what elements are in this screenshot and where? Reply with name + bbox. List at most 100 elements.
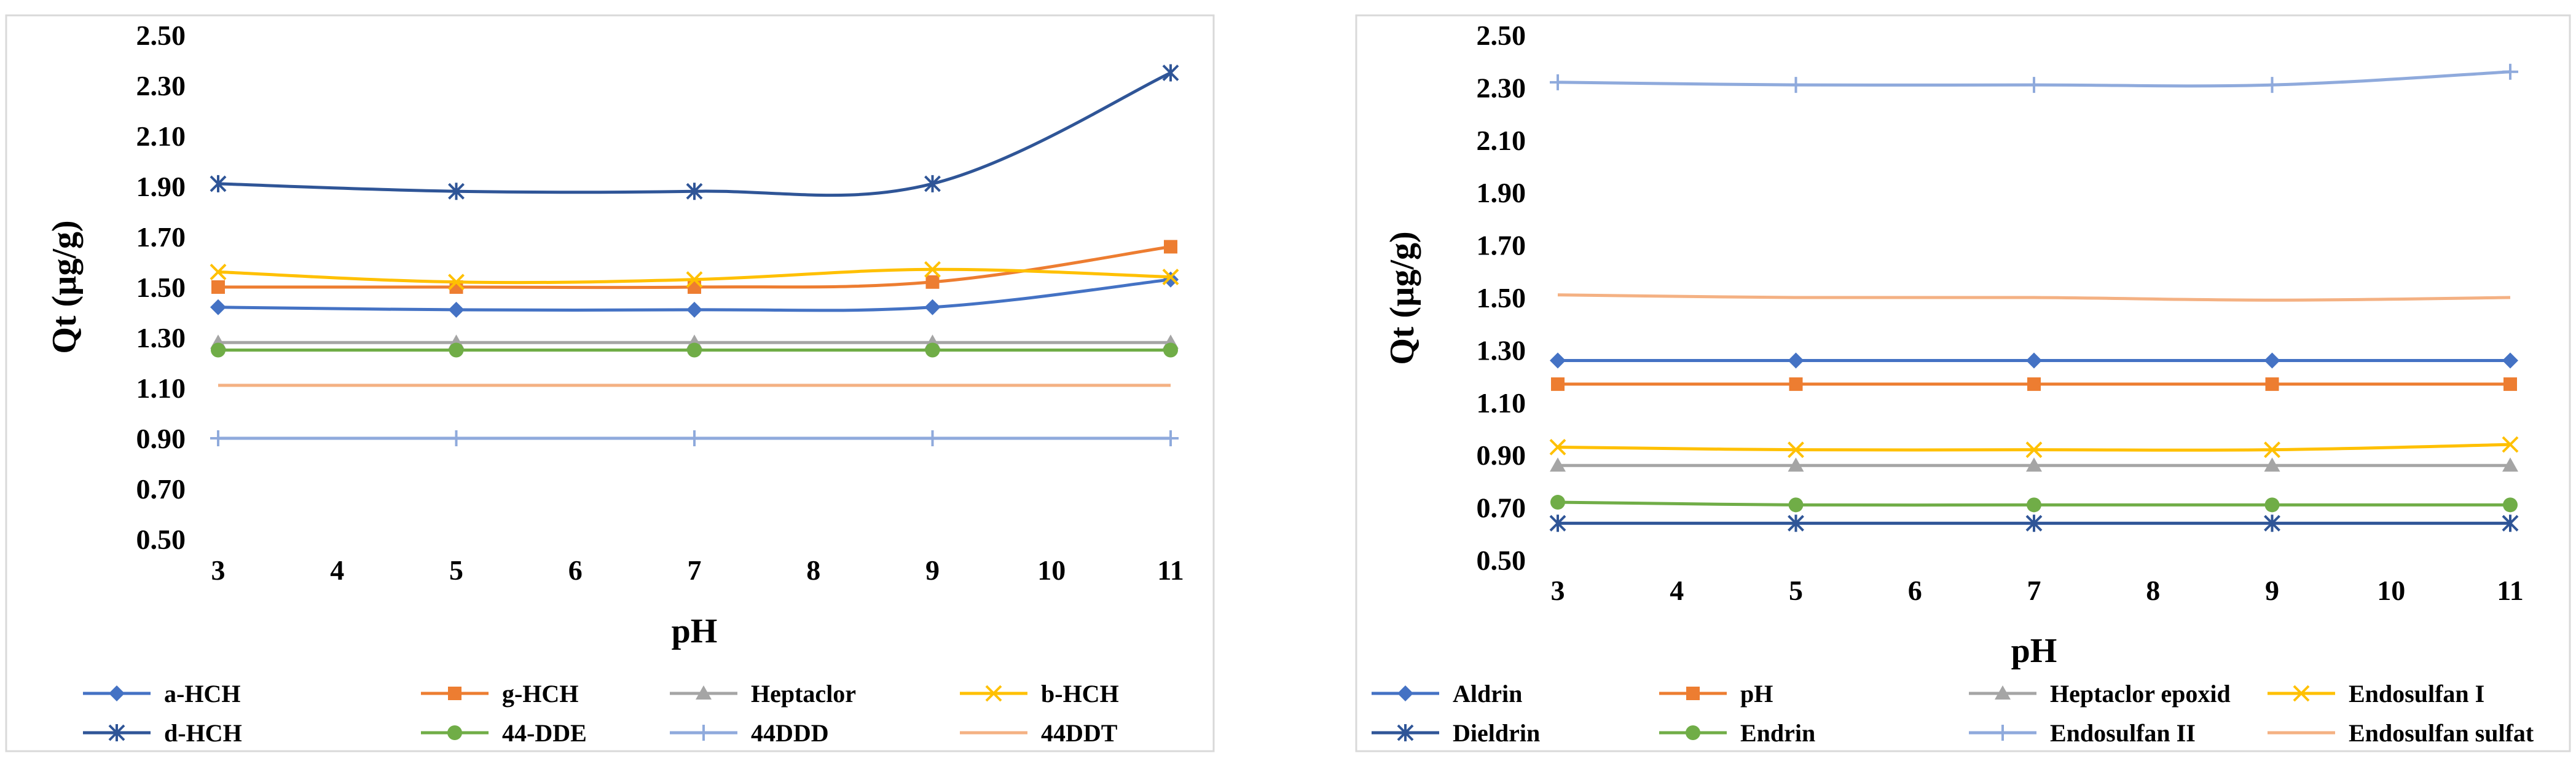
legend-swatch-marker	[1995, 685, 2011, 700]
data-point	[2502, 515, 2519, 532]
legend-swatch-marker	[696, 685, 712, 700]
legend-item: d-HCH	[83, 719, 242, 747]
series-dieldrin	[1549, 515, 2519, 532]
data-point	[448, 274, 465, 291]
data-point	[924, 175, 941, 192]
series-heptaclor-epoxid	[1550, 457, 2518, 472]
legend-item: Heptaclor	[670, 680, 856, 708]
data-point	[2502, 436, 2519, 453]
data-point	[2502, 352, 2518, 369]
data-point	[210, 263, 227, 280]
y-tick-label: 1.50	[1477, 282, 1526, 314]
data-point	[2503, 497, 2518, 513]
data-point	[686, 430, 702, 446]
data-point	[2502, 457, 2518, 472]
chart-panel-left: 0.50 0.70 0.90 1.10 1.30 1.50 1.70 1.90 2.10 2.30…	[5, 14, 1215, 752]
y-tick-label: 1.70	[1477, 230, 1526, 261]
data-point	[1788, 497, 1804, 513]
legend-label: Endosulfan I	[2349, 680, 2484, 708]
x-tick-label: 5	[1789, 575, 1803, 606]
x-tick-label: 4	[330, 554, 344, 586]
legend-label: Endosulfan sulfat	[2349, 719, 2534, 747]
data-point	[2264, 441, 2280, 459]
data-point	[2025, 515, 2043, 532]
data-point	[448, 183, 465, 200]
y-tick-label: 1.30	[136, 322, 186, 353]
legend-label: b-HCH	[1041, 680, 1119, 708]
series-endosulfan-sulfat	[1557, 293, 2511, 302]
data-point	[1788, 77, 1804, 93]
x-tick-label: 7	[688, 554, 702, 586]
data-point	[688, 280, 701, 294]
x-tick-label: 10	[1037, 554, 1066, 586]
data-point	[2025, 441, 2043, 459]
x-tick-label: 8	[2146, 575, 2160, 606]
series-44ddd	[210, 430, 1179, 446]
data-point	[1549, 515, 1566, 532]
legend-item: Endosulfan II	[1969, 719, 2196, 747]
legend-item: Endosulfan I	[2268, 680, 2484, 708]
data-point	[1550, 74, 1566, 90]
series-endrin	[1550, 495, 2518, 513]
legend-swatch-marker	[696, 725, 712, 741]
data-point	[2503, 377, 2517, 391]
data-point	[1788, 457, 1804, 472]
legend-item: Aldrin	[1372, 680, 1522, 708]
data-point	[1550, 457, 1566, 472]
series-a-hch	[210, 271, 1179, 318]
series-endosulfan-i	[1549, 436, 2519, 459]
data-point	[2026, 77, 2042, 93]
data-point	[1788, 441, 1804, 459]
legend-item: pH	[1659, 680, 1773, 708]
legend-item: 44-DDE	[421, 719, 587, 747]
data-point	[449, 342, 464, 358]
y-tick-label: 1.10	[136, 373, 186, 404]
legend-swatch-marker	[1397, 724, 1414, 741]
x-tick-label: 3	[1551, 575, 1565, 606]
legend-label: 44DDD	[751, 719, 829, 747]
data-point	[924, 299, 941, 315]
y-tick-label: 1.50	[136, 272, 186, 303]
x-tick-label: 11	[2497, 575, 2523, 606]
x-tick-label: 11	[1157, 554, 1184, 586]
legend-swatch-marker	[1686, 687, 1700, 700]
data-point	[2027, 377, 2041, 391]
legend-label: g-HCH	[502, 680, 578, 708]
x-tick-label: 9	[925, 554, 940, 586]
data-point	[2026, 457, 2042, 472]
y-tick-label: 1.10	[1477, 387, 1526, 419]
y-tick-label: 1.90	[1477, 177, 1526, 208]
legend-label: Heptaclor epoxid	[2050, 680, 2231, 708]
data-point	[686, 301, 702, 318]
data-point	[1163, 342, 1178, 358]
legend-swatch-marker	[2293, 685, 2310, 702]
series-endosulfan-ii	[1550, 63, 2518, 93]
legend-item: Dieldrin	[1372, 719, 1540, 747]
data-point	[210, 430, 226, 446]
legend-item: 44DDD	[670, 719, 829, 747]
data-point	[2027, 497, 2041, 513]
x-tick-label: 9	[2265, 575, 2279, 606]
legend-item: 44DDT	[960, 719, 1118, 747]
data-point	[924, 261, 941, 278]
data-point	[686, 183, 703, 200]
legend-swatch-marker	[1397, 685, 1413, 701]
legend-swatch-marker	[448, 687, 461, 700]
x-tick-label: 4	[1670, 575, 1684, 606]
data-point	[1551, 377, 1565, 391]
x-tick-label: 5	[449, 554, 463, 586]
y-axis-title: Qt (µg/g)	[1383, 231, 1421, 365]
data-point	[1164, 240, 1177, 254]
y-tick-label: 2.10	[1477, 125, 1526, 156]
data-point	[1788, 352, 1804, 369]
data-point	[925, 342, 940, 358]
y-tick-label: 0.90	[1477, 440, 1526, 471]
legend-item: b-HCH	[960, 680, 1119, 708]
y-tick-label: 1.70	[136, 221, 186, 253]
x-tick-label: 8	[806, 554, 820, 586]
y-tick-label: 2.50	[1477, 20, 1526, 51]
series-44-dde	[211, 342, 1178, 358]
data-point	[2026, 352, 2042, 369]
data-point	[448, 430, 465, 446]
